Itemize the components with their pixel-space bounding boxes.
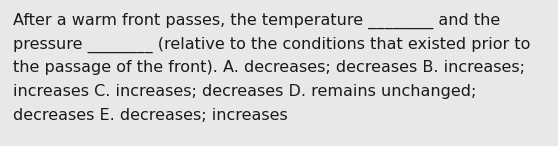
Text: decreases E. decreases; increases: decreases E. decreases; increases bbox=[13, 108, 288, 123]
Text: pressure ________ (relative to the conditions that existed prior to: pressure ________ (relative to the condi… bbox=[13, 37, 530, 53]
Text: increases C. increases; decreases D. remains unchanged;: increases C. increases; decreases D. rem… bbox=[13, 84, 477, 99]
Text: the passage of the front). A. decreases; decreases B. increases;: the passage of the front). A. decreases;… bbox=[13, 60, 525, 75]
Text: After a warm front passes, the temperature ________ and the: After a warm front passes, the temperatu… bbox=[13, 13, 501, 29]
